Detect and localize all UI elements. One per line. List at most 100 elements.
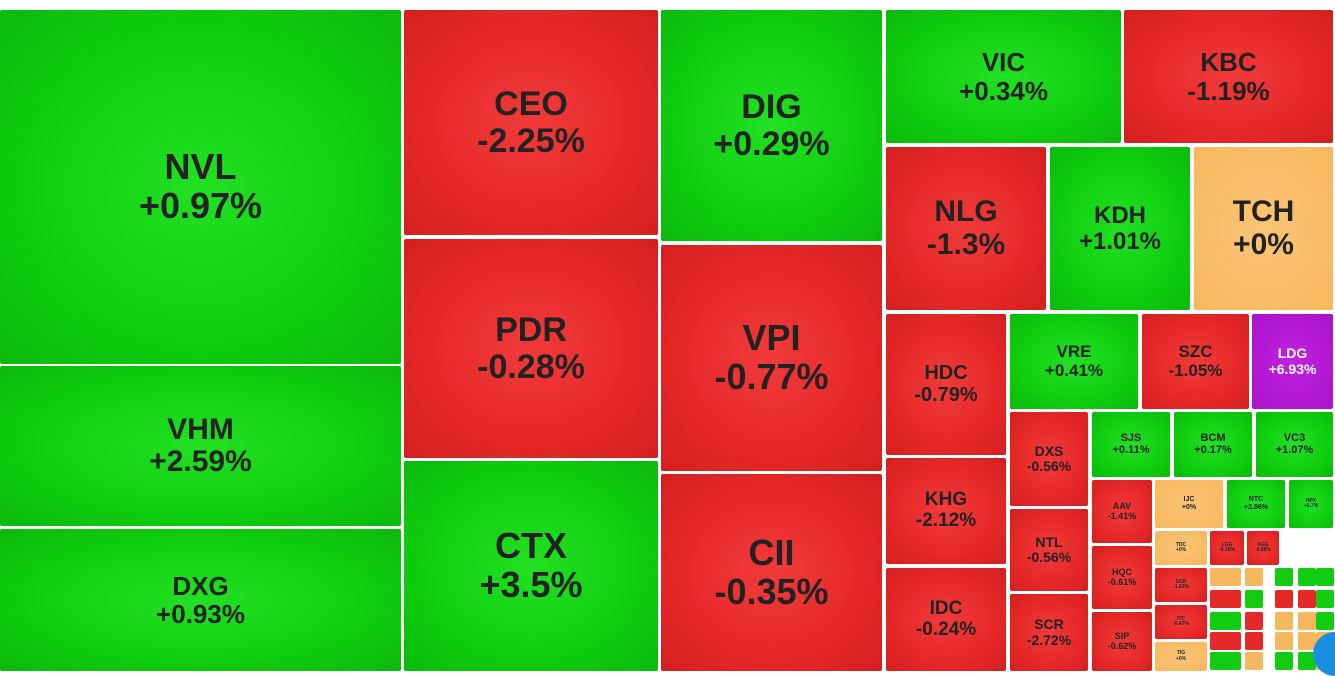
price-change: -0.77% <box>714 356 829 397</box>
mini-tile[interactable] <box>1210 590 1241 608</box>
tile-ntc[interactable]: NTC +2.86% <box>1227 480 1285 528</box>
tile-khg[interactable]: KHG -2.12% <box>886 458 1006 564</box>
mini-tile[interactable] <box>1298 632 1316 650</box>
ticker-symbol: VC3 <box>1283 431 1306 444</box>
tile-hpx[interactable]: HPX +0.7% <box>1289 480 1333 528</box>
ticker-symbol: VRE <box>1056 342 1092 362</box>
ticker-symbol: SJS <box>1120 431 1142 444</box>
tile-nvl[interactable]: NVL +0.97% <box>0 10 401 364</box>
mini-tile[interactable] <box>1298 590 1316 608</box>
tile-kbc[interactable]: KBC -1.19% <box>1124 10 1333 143</box>
mini-tile[interactable] <box>1316 568 1334 586</box>
price-change: +0.17% <box>1194 443 1232 456</box>
tile-ctx[interactable]: CTX +3.5% <box>404 461 658 671</box>
mini-tile[interactable] <box>1275 652 1293 670</box>
mini-tile[interactable] <box>1298 568 1316 586</box>
tile-ldg[interactable]: LDG +6.93% <box>1252 314 1333 409</box>
tile-hdc[interactable]: HDC -0.79% <box>886 314 1006 455</box>
tile-szc[interactable]: SZC -1.05% <box>1142 314 1249 409</box>
mini-tile[interactable] <box>1275 568 1293 586</box>
mini-tile[interactable] <box>1275 632 1293 650</box>
tile-idc[interactable]: IDC -0.24% <box>886 568 1006 671</box>
price-change: -1.41% <box>1107 510 1137 521</box>
mini-tile[interactable] <box>1316 612 1334 630</box>
tile-cii[interactable]: CII -0.35% <box>661 474 882 671</box>
ticker-symbol: SCR <box>1034 616 1064 633</box>
price-change: +2.59% <box>149 445 252 478</box>
tile-pdr[interactable]: PDR -0.28% <box>404 239 658 458</box>
ticker-symbol: VIC <box>981 47 1026 78</box>
mini-tile[interactable] <box>1275 612 1293 630</box>
tile-sgr[interactable]: SGR -1.02% <box>1155 568 1207 602</box>
ticker-symbol: AGG <box>1257 541 1269 548</box>
tile-vpi[interactable]: VPI -0.77% <box>661 245 882 471</box>
mini-tile[interactable] <box>1210 612 1241 630</box>
ticker-symbol: ITC <box>1176 615 1186 622</box>
ticker-symbol: VPI <box>742 317 801 359</box>
price-change: +1.07% <box>1275 443 1314 456</box>
tile-sip[interactable]: SIP -0.62% <box>1092 612 1152 671</box>
price-change: -0.56% <box>1026 458 1072 474</box>
ticker-symbol: HQC <box>1112 566 1132 577</box>
ticker-symbol: DIG <box>741 87 802 126</box>
price-change: +0% <box>1181 504 1197 511</box>
mini-tile[interactable] <box>1245 632 1263 650</box>
price-change: -0.62% <box>1107 640 1137 651</box>
mini-tile[interactable] <box>1316 590 1334 608</box>
tile-ceo[interactable]: CEO -2.25% <box>404 10 658 235</box>
mini-tile[interactable] <box>1245 652 1263 670</box>
tile-sjs[interactable]: SJS +0.11% <box>1092 412 1170 477</box>
tile-vic[interactable]: VIC +0.34% <box>886 10 1121 143</box>
ticker-symbol: IJC <box>1183 496 1195 504</box>
tile-nlg[interactable]: NLG -1.3% <box>886 147 1046 310</box>
tile-ijc[interactable]: IJC +0% <box>1155 480 1223 528</box>
ticker-symbol: TCH <box>1232 195 1295 229</box>
tile-lgg[interactable]: LGG -0.36% <box>1210 531 1244 565</box>
mini-tile[interactable] <box>1210 568 1241 586</box>
tile-hqc[interactable]: HQC -0.61% <box>1092 546 1152 609</box>
tile-agg[interactable]: AGG -0.88% <box>1247 531 1279 565</box>
tile-tch[interactable]: TCH +0% <box>1194 147 1333 310</box>
chat-bubble-icon[interactable] <box>1313 632 1335 676</box>
mini-tile[interactable] <box>1245 568 1263 586</box>
price-change: -0.56% <box>1026 549 1072 565</box>
ticker-symbol: NLG <box>934 195 998 229</box>
tile-aav[interactable]: AAV -1.41% <box>1092 480 1152 543</box>
price-change: +3.5% <box>479 564 583 605</box>
mini-tile[interactable] <box>1298 652 1316 670</box>
ticker-symbol: VHM <box>167 412 234 446</box>
ticker-symbol: LGG <box>1221 541 1233 548</box>
tile-scr[interactable]: SCR -2.72% <box>1010 594 1088 671</box>
price-change: +1.01% <box>1078 227 1162 255</box>
mini-tile[interactable] <box>1245 612 1263 630</box>
price-change: -0.88% <box>1255 547 1271 553</box>
ticker-symbol: NTL <box>1035 533 1063 550</box>
mini-tile[interactable] <box>1210 652 1241 670</box>
ticker-symbol: NVL <box>164 146 237 188</box>
ticker-symbol: KHG <box>924 489 968 511</box>
price-change: -0.36% <box>1219 547 1235 553</box>
mini-tile[interactable] <box>1210 632 1241 650</box>
ticker-symbol: CEO <box>494 84 568 123</box>
tile-bcm[interactable]: BCM +0.17% <box>1174 412 1252 477</box>
tile-dxs[interactable]: DXS -0.56% <box>1010 412 1088 506</box>
tile-tig[interactable]: TIG +0% <box>1155 642 1207 671</box>
ticker-symbol: SIP <box>1114 630 1130 641</box>
price-change: -2.72% <box>1026 631 1072 648</box>
tile-tdc[interactable]: TDC +0% <box>1155 531 1207 565</box>
tile-dxg[interactable]: DXG +0.93% <box>0 529 401 671</box>
ticker-symbol: HDC <box>924 361 968 384</box>
tile-vc3[interactable]: VC3 +1.07% <box>1256 412 1333 477</box>
mini-tile[interactable] <box>1245 590 1263 608</box>
ticker-symbol: AAV <box>1112 500 1132 511</box>
tile-kdh[interactable]: KDH +1.01% <box>1050 147 1190 310</box>
mini-tile[interactable] <box>1298 612 1316 630</box>
price-change: +0% <box>1175 547 1187 553</box>
tile-vre[interactable]: VRE +0.41% <box>1010 314 1138 409</box>
tile-ntl[interactable]: NTL -0.56% <box>1010 509 1088 591</box>
tile-itc[interactable]: ITC -0.47% <box>1155 605 1207 639</box>
mini-tile[interactable] <box>1275 590 1293 608</box>
tile-vhm[interactable]: VHM +2.59% <box>0 366 401 526</box>
tile-dig[interactable]: DIG +0.29% <box>661 10 882 241</box>
